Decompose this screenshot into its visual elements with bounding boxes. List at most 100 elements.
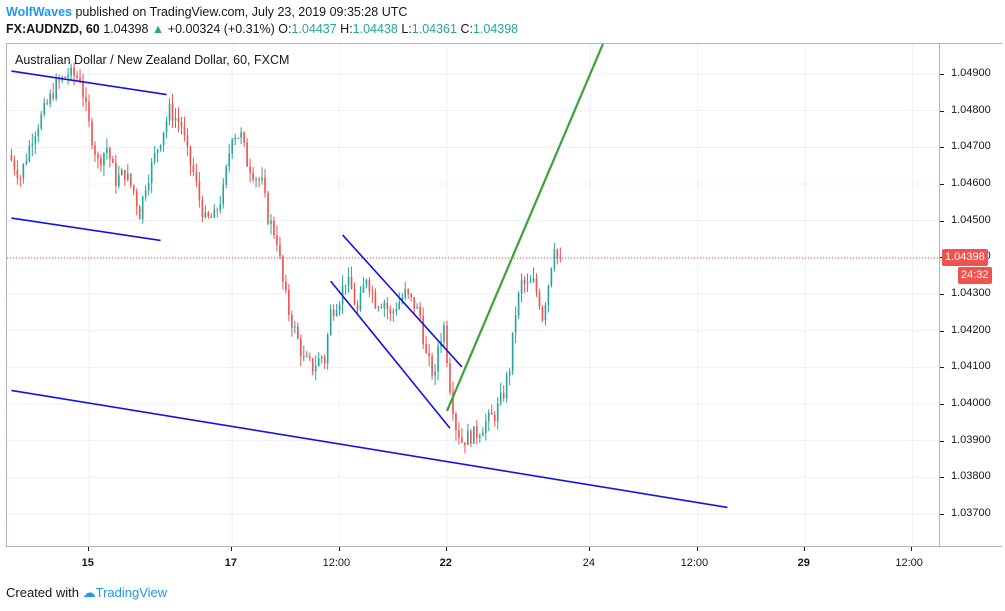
- candle-down: [189, 146, 192, 165]
- candle-up: [204, 212, 207, 218]
- candle-up: [120, 169, 123, 176]
- candle-up: [467, 430, 469, 445]
- candle-up: [505, 375, 508, 399]
- candle-up: [314, 366, 317, 372]
- time-axis-tick: [589, 547, 591, 551]
- price-axis[interactable]: 1.049001.048001.047001.046001.045001.044…: [940, 43, 1002, 547]
- candle-up: [219, 204, 222, 211]
- candle-down: [285, 281, 287, 291]
- candle-down: [64, 76, 66, 78]
- candle-down: [58, 78, 60, 81]
- candle-down: [138, 206, 141, 220]
- candle-up: [544, 304, 547, 321]
- price-tick-label: 1.03800: [951, 470, 991, 483]
- up-arrow-icon: ▲: [151, 22, 165, 36]
- time-tick-label: 24: [582, 557, 596, 569]
- candle-up: [165, 120, 168, 133]
- time-axis-tick: [804, 547, 805, 551]
- candle-down: [10, 154, 13, 161]
- candle-down: [273, 220, 275, 236]
- candle-down: [323, 356, 326, 364]
- candle-down: [425, 344, 427, 354]
- candle-down: [464, 442, 466, 445]
- candle-up: [231, 139, 234, 154]
- channel-line: [330, 280, 451, 429]
- price-tick-label: 1.04000: [951, 397, 991, 409]
- candle-down: [446, 325, 448, 364]
- channel-line: [11, 217, 161, 242]
- price-tick-label: 1.04500: [951, 213, 991, 226]
- candle-up: [147, 182, 150, 191]
- time-axis-tick: [911, 547, 913, 551]
- price-axis-tick: [940, 110, 944, 112]
- price-axis-tick: [940, 404, 944, 405]
- candle-down: [461, 437, 463, 443]
- candle-down: [123, 169, 126, 180]
- candle-down: [490, 412, 493, 415]
- price-axis-tick: [940, 147, 944, 149]
- candle-down: [171, 103, 174, 121]
- tradingview-logo-icon[interactable]: ☁: [82, 585, 96, 600]
- candle-up: [514, 315, 517, 333]
- grid-lines: [7, 44, 939, 546]
- candle-down: [109, 148, 111, 159]
- price-chart[interactable]: [7, 44, 940, 547]
- candle-down: [380, 307, 383, 309]
- time-axis[interactable]: 15 17 12:00 22 24 12:00 29 12:00: [6, 547, 940, 577]
- candle-down: [282, 256, 284, 282]
- candle-down: [258, 179, 260, 181]
- candle-down: [389, 309, 392, 314]
- candle-down: [353, 289, 356, 305]
- candle-down: [297, 326, 299, 339]
- created-with-text: Created with: [6, 585, 79, 600]
- candle-down: [305, 355, 308, 357]
- candle-down: [279, 244, 281, 257]
- time-tick-label: 22: [439, 557, 452, 569]
- trend-line: [445, 44, 605, 412]
- time-axis-tick: [88, 547, 89, 551]
- candle-up: [34, 136, 37, 144]
- candle-up: [213, 209, 216, 218]
- time-tick-label: 12:00: [895, 557, 923, 569]
- candle-down: [264, 177, 266, 194]
- candle-up: [529, 281, 532, 283]
- candle-down: [210, 216, 213, 218]
- candle-up: [106, 148, 108, 154]
- candle-up: [344, 284, 347, 286]
- candle-down: [538, 292, 541, 308]
- candle-down: [91, 121, 93, 146]
- candle-down: [449, 363, 451, 393]
- price-axis-tick: [940, 367, 944, 369]
- candle-down: [100, 158, 102, 166]
- time-tick-label: 29: [797, 557, 810, 569]
- candle-up: [55, 78, 58, 99]
- candle-down: [299, 338, 302, 357]
- chart-pane[interactable]: Australian Dollar / New Zealand Dollar, …: [6, 43, 940, 547]
- candle-up: [362, 284, 365, 293]
- price-axis-tick: [940, 440, 944, 442]
- price-tick-label: 1.04200: [951, 323, 991, 336]
- candle-up: [484, 421, 487, 433]
- candle-down: [112, 158, 114, 163]
- candle-down: [249, 166, 251, 174]
- channel-line: [11, 389, 728, 509]
- price-axis-tick: [940, 477, 944, 479]
- candle-up: [153, 152, 156, 162]
- candle-up: [37, 128, 40, 137]
- footer: Created with ☁TradingView: [6, 585, 167, 601]
- price-tick-label: 1.03900: [951, 433, 991, 446]
- candle-up: [547, 285, 550, 305]
- candle-down: [455, 414, 457, 431]
- time-axis-tick: [696, 547, 698, 551]
- candle-up: [49, 93, 52, 104]
- candle-up: [255, 179, 257, 181]
- candle-down: [129, 173, 132, 186]
- candle-down: [368, 279, 371, 292]
- author-name[interactable]: WolfWaves: [6, 5, 72, 19]
- candle-down: [13, 160, 16, 170]
- candle-down: [413, 297, 416, 309]
- candle-down: [73, 67, 75, 76]
- tradingview-brand[interactable]: TradingView: [95, 585, 168, 600]
- bar-countdown-tag: 24:32: [958, 267, 992, 285]
- candle-down: [201, 199, 204, 218]
